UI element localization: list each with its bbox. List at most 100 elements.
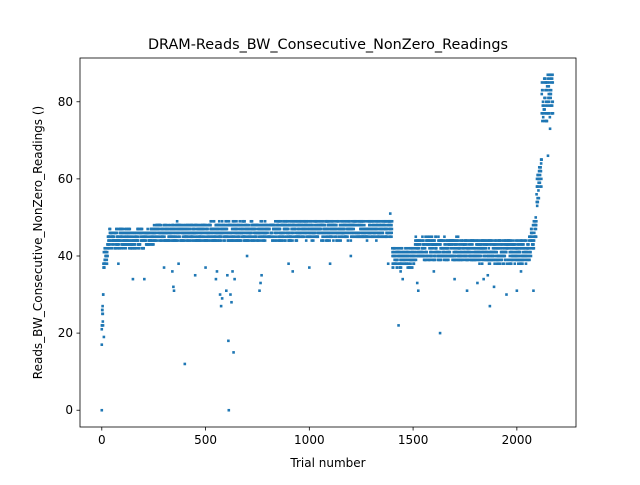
data-point [238, 219, 242, 223]
data-point [239, 239, 243, 242]
data-point [532, 289, 535, 292]
data-point [391, 266, 395, 269]
data-point [160, 239, 163, 242]
data-point [223, 239, 226, 242]
data-point [118, 246, 121, 250]
data-point [326, 239, 330, 242]
data-point [112, 235, 116, 239]
data-point [540, 158, 543, 161]
data-point [459, 246, 462, 250]
data-point [200, 239, 204, 242]
data-point [339, 219, 343, 223]
data-point [532, 246, 536, 250]
data-point [549, 88, 553, 92]
data-point [409, 262, 412, 266]
data-point [504, 258, 507, 262]
data-point [220, 235, 223, 239]
data-point [448, 250, 452, 254]
data-point [204, 266, 207, 269]
data-point [101, 293, 105, 296]
data-point [218, 227, 222, 231]
data-point [427, 254, 431, 258]
data-points [100, 73, 555, 412]
data-point [535, 193, 538, 196]
data-point [282, 231, 285, 235]
data-point [278, 235, 282, 239]
data-point [514, 243, 518, 246]
data-point [348, 219, 351, 223]
data-point [455, 235, 458, 239]
data-point [416, 289, 420, 292]
data-point [478, 262, 481, 266]
data-point [194, 227, 198, 231]
data-point [517, 262, 520, 266]
data-point [395, 266, 399, 269]
data-point [208, 231, 212, 235]
data-point [548, 127, 552, 131]
data-point [224, 223, 228, 227]
data-point [271, 239, 274, 242]
data-point [534, 223, 538, 227]
data-point [262, 239, 265, 242]
data-point [209, 219, 213, 223]
data-point [539, 166, 542, 169]
data-point [108, 235, 112, 239]
data-point [186, 227, 190, 231]
data-point [231, 231, 235, 235]
data-point [209, 223, 212, 227]
data-point [105, 250, 109, 254]
data-point [303, 235, 306, 239]
data-point [528, 254, 531, 258]
data-point [144, 239, 148, 242]
data-point [524, 239, 528, 242]
data-point [414, 254, 418, 258]
data-point [454, 258, 458, 262]
data-point [317, 223, 321, 227]
data-point [399, 270, 402, 273]
data-point [316, 235, 320, 239]
data-point [548, 115, 552, 119]
data-point [538, 173, 542, 177]
data-point [346, 231, 350, 235]
data-point [530, 235, 533, 239]
data-point [480, 254, 483, 258]
data-point [277, 223, 281, 227]
data-point [102, 266, 106, 269]
data-point [479, 243, 483, 246]
data-point [408, 266, 412, 269]
data-point [127, 246, 131, 250]
data-point [509, 239, 513, 242]
data-point [527, 250, 530, 254]
data-point [459, 254, 463, 258]
data-point [390, 227, 394, 231]
data-point [469, 246, 472, 250]
data-point [519, 270, 523, 273]
data-point [536, 173, 540, 177]
data-point [340, 235, 344, 239]
data-point [487, 246, 491, 250]
data-point [215, 235, 218, 239]
data-point [333, 219, 337, 223]
data-point [117, 235, 121, 239]
data-point [503, 246, 506, 250]
data-point [101, 308, 104, 312]
data-point [319, 227, 323, 231]
data-point [194, 231, 197, 235]
x-axis-ticks: 0 500 1000 1500 2000 [98, 427, 532, 447]
data-point [130, 235, 133, 239]
data-point [424, 235, 427, 239]
data-point [308, 231, 312, 235]
data-point [248, 235, 251, 239]
data-point [542, 81, 546, 84]
data-point [520, 239, 524, 242]
data-point [546, 104, 550, 107]
data-point [513, 243, 516, 246]
data-point [248, 227, 252, 231]
data-point [129, 239, 133, 242]
data-point [451, 254, 455, 258]
data-point [542, 112, 545, 115]
data-point [192, 239, 195, 242]
data-point [500, 239, 503, 242]
data-point [394, 254, 397, 258]
